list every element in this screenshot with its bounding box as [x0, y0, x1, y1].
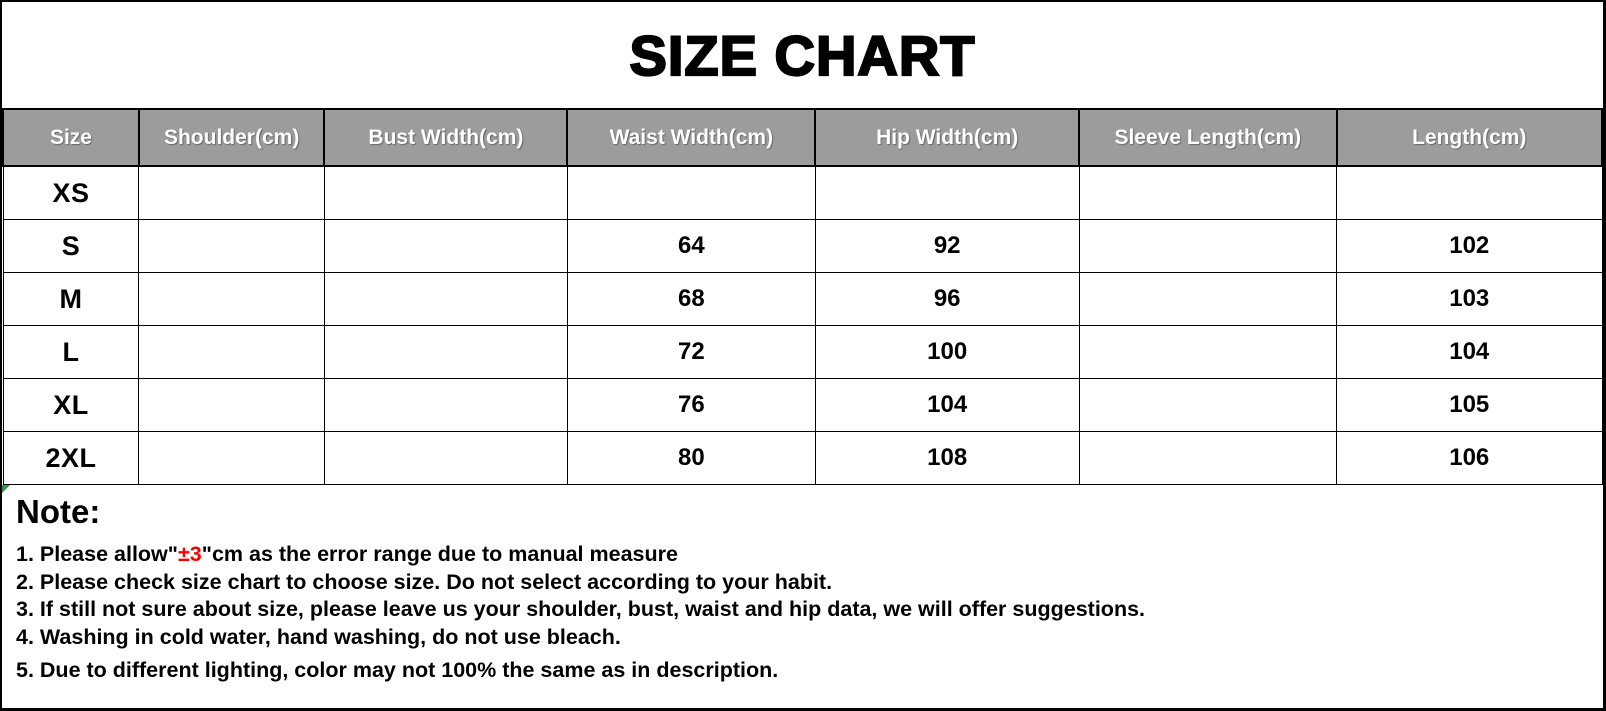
bust-cell [323, 325, 568, 379]
title-band: SIZE CHART [2, 2, 1603, 108]
waist-cell: 80 [566, 431, 816, 485]
size-cell: M [2, 272, 140, 326]
sleeve-cell [1078, 165, 1338, 220]
shoulder-cell [138, 378, 325, 432]
table-row-2xl: 2XL 80 108 106 [2, 431, 1603, 485]
length-cell: 103 [1336, 272, 1603, 326]
size-cell: XL [2, 378, 140, 432]
column-header-bust: Bust Width(cm) [323, 108, 569, 167]
column-header-sleeve: Sleeve Length(cm) [1078, 108, 1338, 167]
length-cell [1336, 165, 1603, 220]
waist-cell: 76 [566, 378, 816, 432]
length-cell: 104 [1336, 325, 1603, 379]
shoulder-cell [138, 165, 325, 220]
size-cell: L [2, 325, 140, 379]
table-row-s: S 64 92 102 [2, 219, 1603, 273]
bust-cell [323, 431, 568, 485]
shoulder-cell [138, 219, 325, 273]
size-cell: S [2, 219, 140, 273]
note-item-1: 1. Please allow"±3"cm as the error range… [16, 541, 1587, 569]
column-header-waist: Waist Width(cm) [566, 108, 817, 167]
length-cell: 105 [1336, 378, 1603, 432]
length-cell: 102 [1336, 219, 1603, 273]
shoulder-cell [138, 431, 325, 485]
sleeve-cell [1078, 378, 1338, 432]
tolerance-value: ±3 [177, 542, 202, 566]
hip-cell: 104 [814, 378, 1080, 432]
note-item-1-prefix: 1. Please allow" [16, 542, 178, 566]
bust-cell [323, 219, 568, 273]
note-heading: Note: [16, 493, 101, 530]
note-item-4: 4. Washing in cold water, hand washing, … [16, 624, 621, 649]
shoulder-cell [138, 272, 325, 326]
hip-cell: 108 [814, 431, 1080, 485]
sleeve-cell [1078, 431, 1338, 485]
waist-cell: 64 [566, 219, 816, 273]
table-row-l: L 72 100 104 [2, 325, 1603, 379]
page-title: SIZE CHART [628, 22, 976, 87]
note-item-3: 3. If still not sure about size, please … [16, 597, 1146, 621]
note-item-5: 5. Due to different lighting, color may … [16, 658, 779, 682]
column-header-length: Length(cm) [1335, 108, 1604, 167]
size-cell: XS [2, 165, 140, 220]
column-header-shoulder: Shoulder(cm) [137, 108, 326, 167]
column-header-hip: Hip Width(cm) [814, 108, 1081, 167]
table-row-m: M 68 96 103 [2, 272, 1603, 326]
sleeve-cell [1078, 272, 1338, 326]
table-row-xl: XL 76 104 105 [2, 378, 1603, 432]
length-cell: 106 [1336, 431, 1603, 485]
note-item-2: 2. Please check size chart to choose siz… [16, 569, 833, 594]
note-item-1-suffix: "cm as the error range due to manual mea… [201, 542, 678, 566]
column-header-size: Size [2, 108, 140, 167]
waist-cell: 72 [566, 325, 816, 379]
hip-cell: 92 [814, 219, 1080, 273]
note-section: Note: 1. Please allow"±3"cm as the error… [2, 485, 1603, 708]
hip-cell: 96 [814, 272, 1080, 326]
bust-cell [323, 165, 568, 220]
sleeve-cell [1078, 219, 1338, 273]
waist-cell: 68 [566, 272, 816, 326]
bust-cell [323, 272, 568, 326]
hip-cell: 100 [814, 325, 1080, 379]
hip-cell [814, 165, 1080, 220]
shoulder-cell [138, 325, 325, 379]
size-table: Size Shoulder(cm) Bust Width(cm) Waist W… [2, 108, 1604, 485]
size-cell: 2XL [2, 431, 140, 485]
table-header-row: Size Shoulder(cm) Bust Width(cm) Waist W… [2, 108, 1604, 167]
bust-cell [323, 378, 568, 432]
sleeve-cell [1078, 325, 1338, 379]
green-corner-marker-icon [2, 485, 10, 493]
waist-cell [566, 165, 816, 220]
table-row-xs: XS [2, 165, 1603, 220]
